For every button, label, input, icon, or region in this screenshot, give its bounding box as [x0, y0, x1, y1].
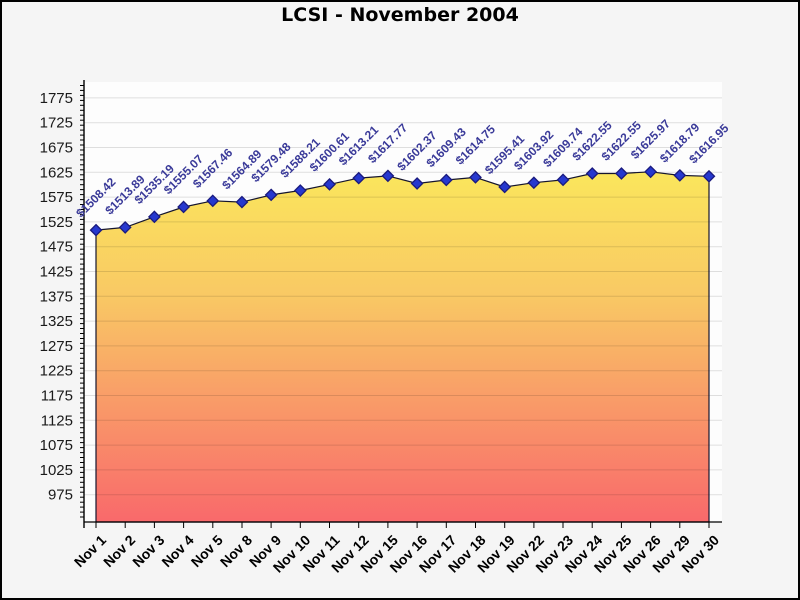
y-tick-label: 1675: [40, 140, 73, 157]
x-tick-label: Nov 4: [158, 532, 196, 570]
x-axis-ticks: [95, 522, 710, 528]
data-point-marker: [702, 169, 716, 183]
data-point-marker: [235, 195, 249, 209]
data-point-markers: [89, 165, 716, 237]
y-tick-label: 1275: [40, 338, 73, 355]
y-tick-label: 1175: [41, 388, 73, 405]
x-tick-label: Nov 1: [71, 532, 109, 570]
data-point-marker: [381, 169, 395, 183]
y-gridlines: [84, 97, 722, 496]
data-point-marker: [293, 184, 307, 197]
data-point-marker: [323, 177, 336, 191]
chart-title: LCSI - November 2004: [281, 4, 519, 26]
area-series-fill: [96, 171, 709, 523]
data-point-marker: [89, 223, 103, 237]
y-tick-label: 1025: [40, 462, 73, 479]
data-point-marker: [498, 180, 512, 194]
y-axis-ticks: [80, 85, 84, 518]
data-point-marker: [410, 177, 424, 190]
y-tick-label: 1575: [40, 189, 73, 206]
y-tick-label: 1775: [40, 90, 73, 107]
y-tick-label: 1725: [40, 115, 73, 132]
y-tick-label: 1375: [40, 288, 73, 305]
y-tick-label: 1525: [40, 214, 73, 231]
y-tick-label: 1425: [40, 264, 73, 281]
x-tick-label: Nov 3: [129, 532, 167, 570]
data-point-marker: [469, 170, 482, 184]
data-point-marker: [206, 194, 220, 208]
y-tick-label: 975: [48, 487, 73, 504]
y-tick-label: 1475: [40, 239, 73, 256]
data-point-marker: [615, 167, 628, 180]
x-tick-label: Nov 8: [217, 532, 255, 570]
data-point-marker: [118, 220, 132, 234]
y-axis-labels: 975 1025 1075 1125 1175 1225 1275 1325 1375 1425 1…: [40, 90, 73, 504]
data-point-marker: [556, 173, 570, 187]
y-tick-label: 1125: [41, 412, 73, 429]
data-point-marker: [527, 176, 541, 190]
y-tick-label: 1325: [40, 313, 73, 330]
data-point-marker: [644, 165, 658, 179]
data-point-marker: [147, 210, 161, 224]
y-tick-label: 1075: [40, 437, 73, 454]
y-tick-label: 1225: [40, 363, 73, 380]
data-point-marker: [673, 168, 687, 182]
y-tick-label: 1625: [40, 164, 73, 181]
data-point-marker: [264, 188, 278, 202]
data-point-marker: [177, 200, 190, 214]
data-point-marker: [585, 167, 599, 180]
x-tick-label: Nov 2: [100, 532, 138, 570]
data-point-marker: [439, 173, 453, 187]
data-point-marker: [352, 171, 366, 185]
x-tick-label: Nov 5: [188, 532, 226, 570]
